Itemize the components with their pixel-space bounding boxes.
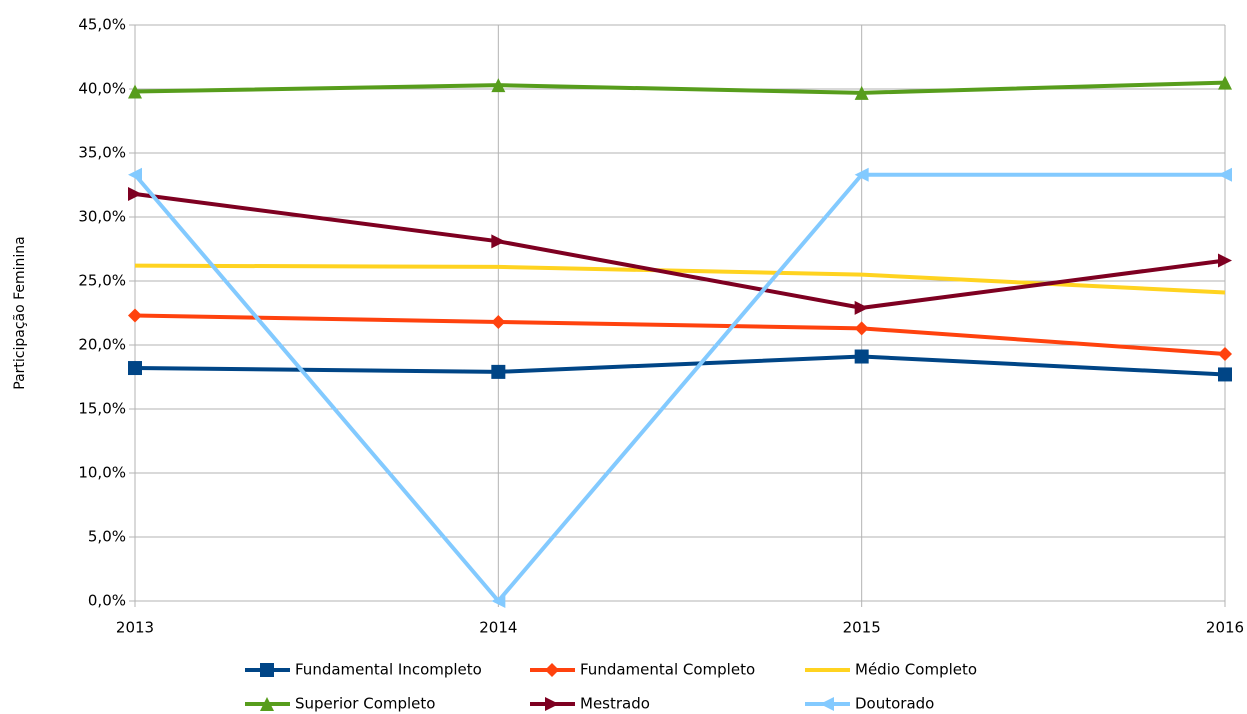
y-tick-label: 45,0% — [78, 16, 126, 34]
marker — [128, 167, 142, 182]
marker — [854, 167, 869, 182]
y-tick-label: 35,0% — [78, 144, 126, 162]
marker — [854, 321, 869, 336]
y-tick-label: 40,0% — [78, 80, 126, 98]
marker — [1218, 253, 1232, 268]
y-axis-label: Participação Feminina — [12, 236, 28, 390]
marker — [128, 308, 142, 323]
legend-label: Superior Completo — [295, 695, 435, 713]
marker — [545, 697, 559, 711]
y-tick-label: 30,0% — [78, 208, 126, 226]
marker — [820, 697, 834, 711]
marker — [854, 349, 869, 364]
y-tick-label: 25,0% — [78, 272, 126, 290]
marker — [128, 84, 142, 99]
marker — [1218, 346, 1232, 361]
marker — [260, 697, 274, 711]
marker — [128, 186, 142, 201]
legend-label: Médio Completo — [855, 661, 977, 679]
y-tick-label: 5,0% — [88, 528, 126, 546]
x-tick-label: 2016 — [1206, 619, 1244, 637]
marker — [1218, 367, 1232, 382]
legend-label: Mestrado — [580, 695, 650, 713]
legend-label: Fundamental Completo — [580, 661, 755, 679]
marker — [491, 314, 506, 329]
legend-label: Fundamental Incompleto — [295, 661, 482, 679]
series-line — [134, 313, 1226, 356]
y-tick-label: 10,0% — [78, 464, 126, 482]
y-tick-label: 15,0% — [78, 400, 126, 418]
marker — [128, 361, 142, 376]
series-line — [133, 172, 1225, 603]
marker — [491, 364, 506, 379]
series-line — [134, 80, 1226, 95]
marker — [491, 234, 506, 249]
marker — [545, 663, 559, 677]
marker — [854, 300, 869, 315]
legend-label: Doutorado — [855, 695, 934, 713]
marker — [1218, 75, 1232, 90]
marker — [1218, 167, 1232, 182]
series-line — [134, 354, 1226, 377]
y-tick-label: 0,0% — [88, 592, 126, 610]
series-line — [134, 263, 1226, 295]
x-tick-label: 2013 — [116, 619, 154, 637]
marker — [260, 663, 274, 677]
marker — [491, 594, 506, 608]
x-tick-label: 2014 — [479, 619, 517, 637]
marker — [491, 78, 506, 93]
x-tick-label: 2015 — [843, 619, 881, 637]
series-line — [134, 191, 1226, 310]
y-tick-label: 20,0% — [78, 336, 126, 354]
marker — [854, 85, 869, 100]
